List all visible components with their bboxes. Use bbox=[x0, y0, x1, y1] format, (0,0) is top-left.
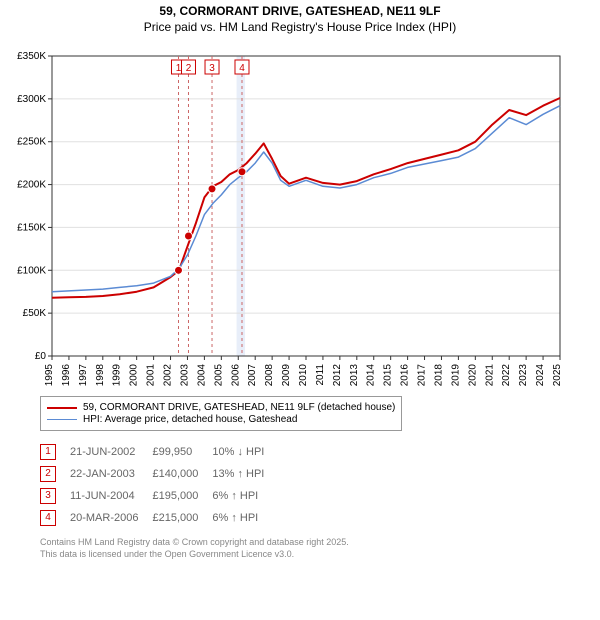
svg-text:1996: 1996 bbox=[61, 364, 72, 386]
legend-item: 59, CORMORANT DRIVE, GATESHEAD, NE11 9LF… bbox=[47, 402, 395, 413]
svg-text:2011: 2011 bbox=[315, 364, 326, 386]
table-row: 3 11-JUN-2004£195,0006% ↑ HPI bbox=[40, 485, 278, 507]
svg-text:2007: 2007 bbox=[247, 364, 258, 386]
svg-text:2019: 2019 bbox=[450, 364, 461, 386]
svg-text:£0: £0 bbox=[35, 351, 47, 362]
price-chart: £0 £50K £100K £150K £200K £250K £300K £350K 1995… bbox=[10, 46, 590, 386]
svg-text:£250K: £250K bbox=[17, 137, 46, 148]
svg-text:£100K: £100K bbox=[17, 265, 46, 276]
svg-text:2021: 2021 bbox=[484, 364, 495, 386]
svg-text:£50K: £50K bbox=[23, 308, 47, 319]
footer-attribution: Contains HM Land Registry data © Crown c… bbox=[40, 537, 580, 560]
transaction-date: 11-JUN-2004 bbox=[70, 485, 152, 507]
svg-text:2003: 2003 bbox=[179, 364, 190, 386]
svg-text:3: 3 bbox=[209, 63, 215, 74]
svg-text:1: 1 bbox=[176, 63, 182, 74]
page-subtitle: Price paid vs. HM Land Registry's House … bbox=[0, 20, 600, 34]
transaction-delta: 13% ↑ HPI bbox=[212, 463, 278, 485]
svg-text:2017: 2017 bbox=[417, 364, 428, 386]
table-row: 1 21-JUN-2002£99,95010% ↓ HPI bbox=[40, 441, 278, 463]
svg-text:2004: 2004 bbox=[196, 364, 207, 386]
svg-text:4: 4 bbox=[239, 63, 245, 74]
transaction-marker: 3 bbox=[40, 488, 56, 504]
svg-text:£200K: £200K bbox=[17, 180, 46, 191]
transaction-price: £195,000 bbox=[152, 485, 212, 507]
transaction-price: £99,950 bbox=[152, 441, 212, 463]
svg-text:£300K: £300K bbox=[17, 94, 46, 105]
svg-text:2010: 2010 bbox=[298, 364, 309, 386]
table-row: 4 20-MAR-2006£215,0006% ↑ HPI bbox=[40, 507, 278, 529]
transaction-date: 22-JAN-2003 bbox=[70, 463, 152, 485]
svg-text:2023: 2023 bbox=[518, 364, 529, 386]
svg-text:2025: 2025 bbox=[552, 364, 563, 386]
transaction-delta: 10% ↓ HPI bbox=[212, 441, 278, 463]
svg-text:2006: 2006 bbox=[230, 364, 241, 386]
transaction-marker: 2 bbox=[40, 466, 56, 482]
svg-text:2002: 2002 bbox=[163, 364, 174, 386]
svg-text:1998: 1998 bbox=[95, 364, 106, 386]
legend-label: 59, CORMORANT DRIVE, GATESHEAD, NE11 9LF… bbox=[83, 402, 395, 413]
legend-swatch bbox=[47, 419, 77, 420]
svg-text:£150K: £150K bbox=[17, 222, 46, 233]
svg-text:2014: 2014 bbox=[366, 364, 377, 386]
transaction-marker: 4 bbox=[40, 510, 56, 526]
svg-text:2013: 2013 bbox=[349, 364, 360, 386]
svg-text:2008: 2008 bbox=[264, 364, 275, 386]
transaction-date: 21-JUN-2002 bbox=[70, 441, 152, 463]
svg-text:2005: 2005 bbox=[213, 364, 224, 386]
transaction-marker: 1 bbox=[40, 444, 56, 460]
svg-text:£350K: £350K bbox=[17, 51, 46, 62]
legend: 59, CORMORANT DRIVE, GATESHEAD, NE11 9LF… bbox=[40, 396, 402, 431]
transaction-delta: 6% ↑ HPI bbox=[212, 507, 278, 529]
svg-text:2020: 2020 bbox=[467, 364, 478, 386]
svg-text:2018: 2018 bbox=[433, 364, 444, 386]
legend-swatch bbox=[47, 407, 77, 409]
footer-line-1: Contains HM Land Registry data © Crown c… bbox=[40, 537, 580, 549]
svg-text:2000: 2000 bbox=[129, 364, 140, 386]
transaction-delta: 6% ↑ HPI bbox=[212, 485, 278, 507]
transactions-table: 1 21-JUN-2002£99,95010% ↓ HPI 2 22-JAN-2003… bbox=[40, 441, 278, 529]
svg-text:2001: 2001 bbox=[146, 364, 157, 386]
page-title: 59, CORMORANT DRIVE, GATESHEAD, NE11 9LF bbox=[0, 4, 600, 18]
svg-text:2016: 2016 bbox=[400, 364, 411, 386]
svg-text:2: 2 bbox=[186, 63, 192, 74]
svg-text:1995: 1995 bbox=[44, 364, 55, 386]
svg-text:2009: 2009 bbox=[281, 364, 292, 386]
svg-text:1999: 1999 bbox=[112, 364, 123, 386]
footer-line-2: This data is licensed under the Open Gov… bbox=[40, 549, 580, 561]
chart-svg: £0 £50K £100K £150K £200K £250K £300K £350K 1995… bbox=[10, 46, 570, 386]
transaction-price: £140,000 bbox=[152, 463, 212, 485]
svg-text:1997: 1997 bbox=[78, 364, 89, 386]
svg-text:2015: 2015 bbox=[383, 364, 394, 386]
transaction-price: £215,000 bbox=[152, 507, 212, 529]
legend-item: HPI: Average price, detached house, Gate… bbox=[47, 414, 395, 425]
legend-label: HPI: Average price, detached house, Gate… bbox=[83, 414, 297, 425]
transaction-date: 20-MAR-2006 bbox=[70, 507, 152, 529]
svg-text:2024: 2024 bbox=[535, 364, 546, 386]
table-row: 2 22-JAN-2003£140,00013% ↑ HPI bbox=[40, 463, 278, 485]
svg-text:2012: 2012 bbox=[332, 364, 343, 386]
svg-text:2022: 2022 bbox=[501, 364, 512, 386]
